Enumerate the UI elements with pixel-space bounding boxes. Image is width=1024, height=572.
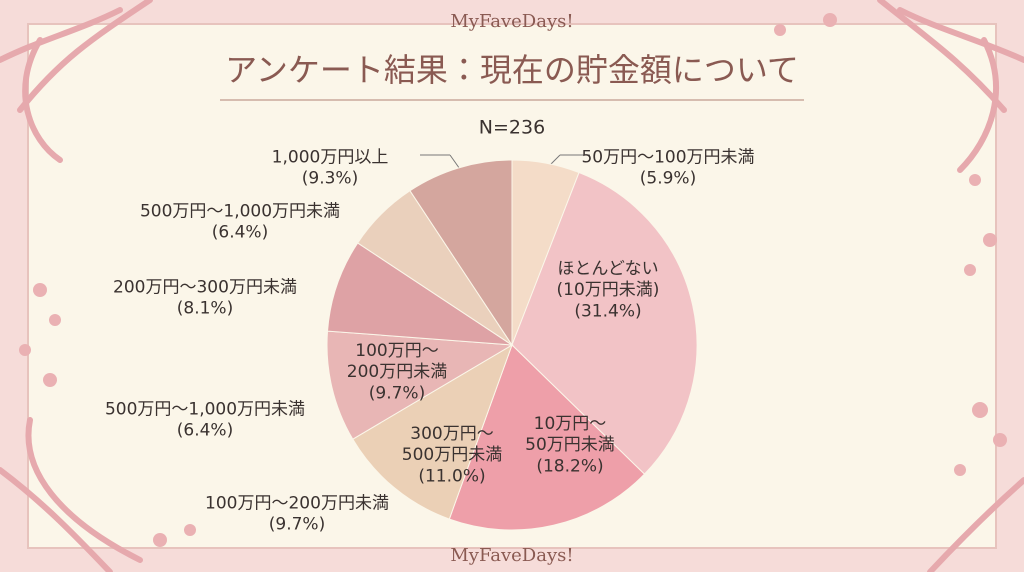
slice-label: 300万円〜 500万円未満	[402, 424, 502, 465]
value-label: (31.4%)	[574, 301, 641, 321]
slice-label: 10万円〜 50万円未満	[525, 414, 615, 455]
value-label: (5.9%)	[640, 169, 696, 189]
slice-label: 500万円〜1,000万円未満	[140, 201, 340, 221]
pie-slice	[352, 343, 513, 520]
slice-label: 200万円〜300万円未満	[113, 277, 297, 297]
slice-label: 1,000万円以上	[272, 147, 389, 167]
value-label: (9.7%)	[369, 383, 425, 403]
chart-title: アンケート結果：現在の貯金額について	[225, 51, 799, 89]
pie-slice	[326, 330, 514, 440]
pie-slice	[511, 171, 698, 475]
brand-footer: MyFaveDays!	[450, 545, 573, 566]
value-label: (8.1%)	[177, 299, 233, 319]
slice-label: 100万円〜 200万円未満	[347, 341, 447, 382]
pie-slice	[326, 242, 514, 346]
pie-slice	[409, 159, 513, 347]
slice-label: 50万円〜100万円未満	[581, 147, 754, 167]
brand-header: MyFaveDays!	[450, 11, 573, 32]
pie-slice	[448, 344, 646, 531]
value-label: (11.0%)	[418, 466, 485, 486]
slice-label: ほとんどない(10万円未満)	[557, 259, 660, 300]
subtitle: N=236	[479, 117, 545, 139]
annotation: 500万円〜1,000万円未満(6.4%)	[105, 399, 305, 440]
flowers	[19, 13, 1007, 547]
annotation: 100万円〜200万円未満(9.7%)	[205, 493, 389, 534]
value-label: (9.3%)	[302, 169, 358, 189]
value-label: (6.4%)	[212, 223, 268, 243]
value-label: (18.2%)	[536, 456, 603, 476]
